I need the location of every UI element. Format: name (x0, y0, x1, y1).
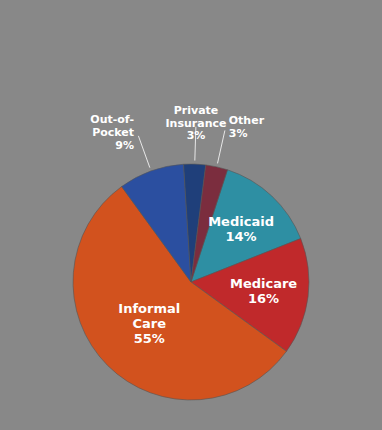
slice-label: InformalCare55% (118, 301, 180, 346)
leader-line (218, 130, 225, 163)
slice-label: Other3% (229, 114, 265, 140)
labels: Medicaid14% Medicare16% InformalCare55% Out… (90, 104, 297, 346)
label-line: Informal (118, 301, 180, 316)
chart: Medicaid14% Medicare16% InformalCare55% Out… (0, 0, 382, 430)
label-line: Other (229, 114, 265, 127)
pie (73, 164, 309, 400)
label-line: 3% (229, 127, 248, 140)
label-line: Insurance (166, 117, 227, 130)
label-line: Private (174, 104, 219, 117)
label-line: 14% (226, 229, 257, 244)
pie-slice (122, 164, 191, 282)
label-line: Out-of- (90, 113, 134, 126)
slice-label: Medicaid14% (208, 214, 274, 244)
leader-line (138, 136, 149, 168)
label-line: Pocket (92, 126, 134, 139)
label-line: 9% (115, 139, 134, 152)
slice-label: Medicare16% (230, 276, 297, 306)
label-line: Medicare (230, 276, 297, 291)
label-line: 3% (187, 129, 206, 142)
slice-label: PrivateInsurance3% (166, 104, 227, 142)
label-line: Care (133, 316, 167, 331)
label-line: Medicaid (208, 214, 274, 229)
slice-label: Out-of-Pocket9% (90, 113, 134, 151)
label-line: 16% (248, 291, 279, 306)
label-line: 55% (134, 331, 165, 346)
